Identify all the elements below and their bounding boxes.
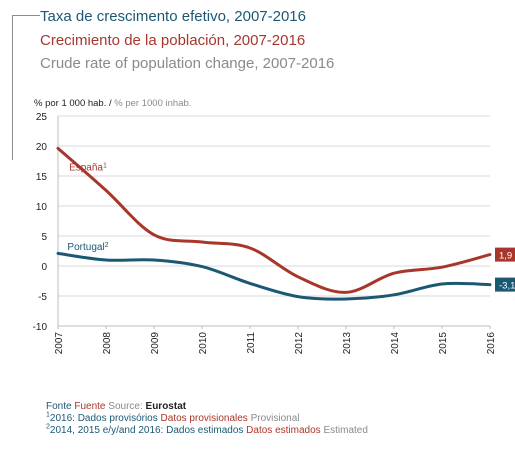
note-2-en: Estimated bbox=[323, 425, 368, 436]
y-tick-label: -5 bbox=[38, 292, 47, 303]
note-2: 22014, 2015 e/y/and 2016: Dados estimado… bbox=[46, 423, 368, 437]
x-tick-label: 2012 bbox=[294, 332, 305, 355]
note-1-en: Provisional bbox=[250, 413, 300, 424]
series-label-portugal: Portugal2 bbox=[67, 242, 108, 254]
title-en: Crude rate of population change, 2007-20… bbox=[40, 55, 335, 72]
x-tick-label: 2014 bbox=[390, 332, 401, 355]
x-tick-label: 2015 bbox=[438, 332, 449, 355]
x-tick-label: 2013 bbox=[342, 332, 353, 355]
y-tick-label: -10 bbox=[33, 322, 48, 333]
note-1: 12016: Dados provisórios Datos provision… bbox=[46, 411, 368, 425]
y-tick-label: 25 bbox=[36, 112, 48, 123]
end-value-badge-espana bbox=[495, 247, 515, 262]
x-tick-label: 2011 bbox=[246, 332, 257, 354]
end-value-label-espana: 1,9 bbox=[499, 251, 512, 262]
y-axis-unit-label: % por 1 000 hab. / % per 1000 inhab. bbox=[34, 98, 191, 109]
title-pt: Taxa de crescimento efetivo, 2007-2016 bbox=[40, 8, 306, 25]
y-tick-label: 5 bbox=[41, 232, 47, 243]
y-tick-label: 15 bbox=[36, 172, 48, 183]
note-2-number: 2 bbox=[46, 423, 50, 431]
unit-primary: % por 1 000 hab. / bbox=[34, 98, 115, 109]
series-line-espana bbox=[56, 146, 492, 294]
source-label-pt: Fonte bbox=[46, 401, 72, 412]
x-tick-label: 2008 bbox=[102, 332, 113, 355]
note-2-pt: 2014, 2015 e/y/and 2016: Dados estimados bbox=[49, 425, 244, 436]
series-line-portugal bbox=[56, 251, 492, 301]
y-tick-label: 0 bbox=[41, 262, 47, 273]
x-tick-label: 2009 bbox=[150, 332, 161, 355]
footer: Fonte Fuente Source: Eurostat 12016: Dad… bbox=[46, 401, 368, 437]
frame-vertical-rule bbox=[12, 15, 13, 160]
note-1-es: Datos provisionales bbox=[160, 413, 248, 424]
source-label-es: Fuente bbox=[74, 401, 106, 412]
y-tick-label: 20 bbox=[36, 142, 48, 153]
line-chart: -10 -5 0 5 10 15 20 25 2007 2008 2009 2010 2011 2012 2… bbox=[33, 112, 515, 355]
unit-secondary: % per 1000 inhab. bbox=[114, 98, 192, 109]
y-tick-label: 10 bbox=[36, 202, 48, 213]
note-1-pt: 2016: Dados provisórios bbox=[49, 413, 158, 424]
series-label-espana: España1 bbox=[69, 162, 107, 174]
source-label-en: Source: bbox=[108, 401, 143, 412]
source-name: Eurostat bbox=[145, 401, 187, 412]
x-tick-label: 2007 bbox=[54, 332, 65, 355]
frame-horizontal-rule bbox=[12, 15, 40, 16]
title-es: Crecimiento de la población, 2007-2016 bbox=[40, 32, 306, 49]
source-line: Fonte Fuente Source: Eurostat bbox=[46, 401, 368, 413]
end-value-label-portugal: -3,1 bbox=[499, 281, 515, 292]
end-value-badge-portugal bbox=[495, 277, 515, 292]
note-2-es: Datos estimados bbox=[246, 425, 321, 436]
x-tick-label: 2016 bbox=[486, 332, 497, 355]
note-1-number: 1 bbox=[46, 411, 50, 419]
x-tick-label: 2010 bbox=[198, 332, 209, 355]
